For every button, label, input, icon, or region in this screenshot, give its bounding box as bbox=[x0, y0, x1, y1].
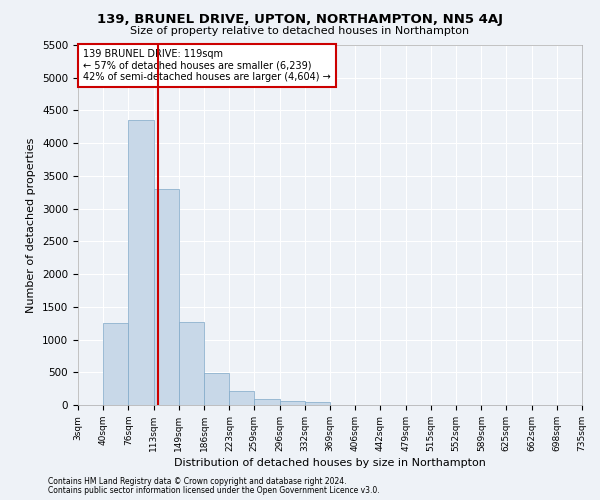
Bar bbox=[280, 402, 305, 405]
Text: 139 BRUNEL DRIVE: 119sqm
← 57% of detached houses are smaller (6,239)
42% of sem: 139 BRUNEL DRIVE: 119sqm ← 57% of detach… bbox=[83, 48, 331, 82]
Text: Contains HM Land Registry data © Crown copyright and database right 2024.: Contains HM Land Registry data © Crown c… bbox=[48, 477, 347, 486]
Bar bbox=[204, 373, 229, 405]
Bar bbox=[229, 391, 254, 405]
X-axis label: Distribution of detached houses by size in Northampton: Distribution of detached houses by size … bbox=[174, 458, 486, 468]
Bar bbox=[179, 322, 204, 405]
Bar bbox=[128, 120, 154, 405]
Text: Size of property relative to detached houses in Northampton: Size of property relative to detached ho… bbox=[130, 26, 470, 36]
Y-axis label: Number of detached properties: Number of detached properties bbox=[26, 138, 37, 312]
Bar bbox=[154, 189, 179, 405]
Bar bbox=[103, 322, 128, 405]
Bar bbox=[305, 402, 330, 405]
Text: 139, BRUNEL DRIVE, UPTON, NORTHAMPTON, NN5 4AJ: 139, BRUNEL DRIVE, UPTON, NORTHAMPTON, N… bbox=[97, 12, 503, 26]
Bar bbox=[254, 399, 280, 405]
Text: Contains public sector information licensed under the Open Government Licence v3: Contains public sector information licen… bbox=[48, 486, 380, 495]
